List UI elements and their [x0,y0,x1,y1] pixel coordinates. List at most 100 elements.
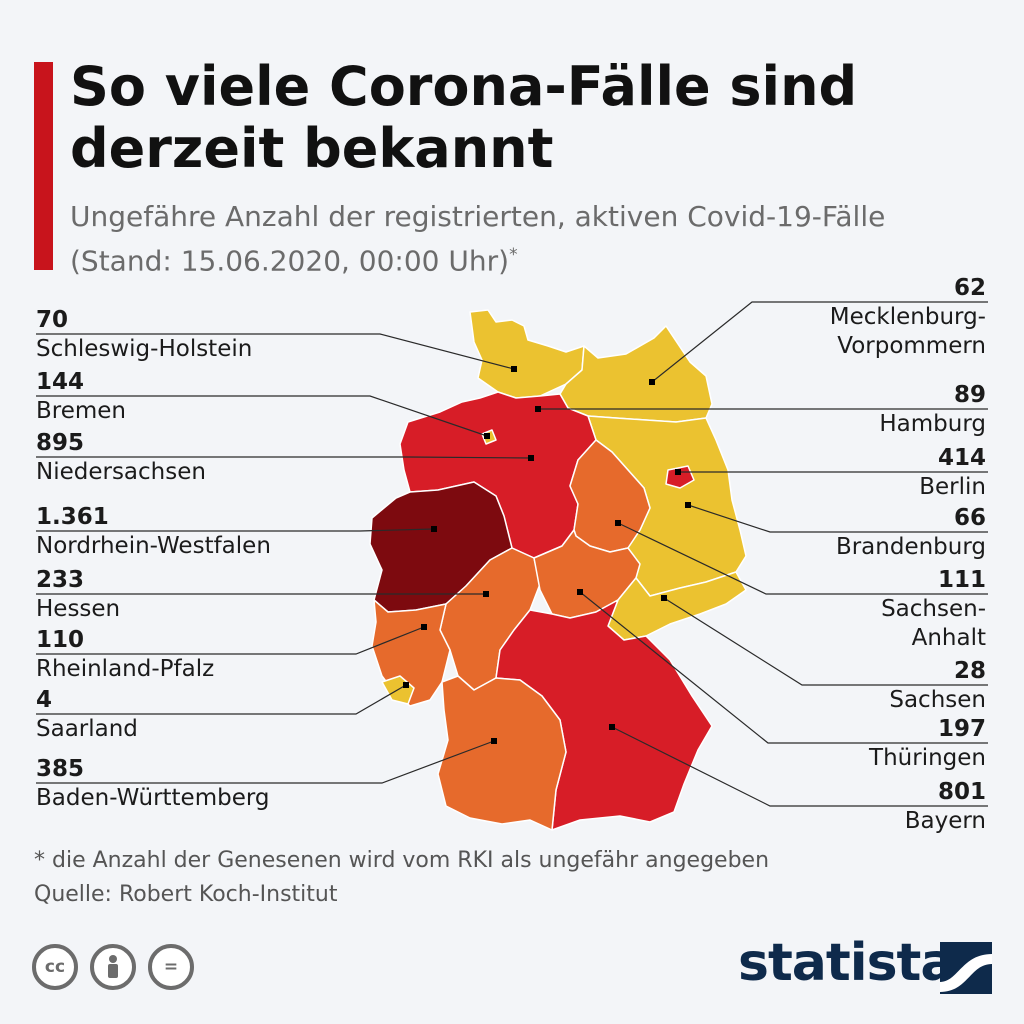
label-bremen: 144 Bremen [36,368,366,426]
value-baden-wuerttemberg: 385 [36,756,85,782]
source: Quelle: Robert Koch-Institut [34,882,338,907]
leader-line-sachsen-anhalt [617,522,988,595]
label-mecklenburg-vorpommern: 62 Mecklenburg- Vorpommern [726,274,986,361]
creative-commons-text: cc [44,957,66,977]
value-mecklenburg-vorpommern: 62 [953,275,986,301]
leader-line-saarland [36,684,407,715]
marker-baden-wuerttemberg [491,738,497,744]
leader-line-schleswig-holstein [36,333,515,370]
marker-hessen [483,591,489,597]
marker-sachsen [661,595,667,601]
name-thueringen: Thüringen [869,745,986,771]
value-thueringen: 197 [937,716,986,742]
leader-line-baden-wuerttemberg [36,740,495,784]
name-baden-wuerttemberg: Baden-Württemberg [36,785,270,811]
label-saarland: 4 Saarland [36,686,366,744]
name-hessen: Hessen [36,596,121,622]
label-sachsen: 28 Sachsen [726,657,986,715]
creative-commons-icon[interactable]: cc [32,944,78,990]
marker-rheinland-pfalz [421,624,427,630]
marker-sachsen-anhalt [615,520,621,526]
name-rheinland-pfalz: Rheinland-Pfalz [36,656,215,682]
value-berlin: 414 [937,445,986,471]
label-sachsen-anhalt: 111 Sachsen- Anhalt [726,566,986,653]
state-mecklenburg-vorpommern [559,325,713,423]
footnote: * die Anzahl der Genesenen wird vom RKI … [34,848,770,873]
leader-line-sachsen [663,597,988,686]
state-baden-wuerttemberg [437,675,567,831]
person-icon [108,955,118,978]
marker-mecklenburg-vorpommern [649,379,655,385]
chart-subtitle: Ungefähre Anzahl der registrierten, akti… [70,198,990,280]
name-sachsen-anhalt-line-2: Anhalt [911,625,986,651]
value-saarland: 4 [36,687,53,713]
leader-lines [36,301,988,807]
subtitle-text: Ungefähre Anzahl der registrierten, akti… [70,200,886,278]
marker-berlin [675,469,681,475]
name-brandenburg: Brandenburg [835,534,986,560]
label-baden-wuerttemberg: 385 Baden-Württemberg [36,755,366,813]
name-mecklenburg-vorpommern-line-1: Mecklenburg- [829,304,986,330]
value-niedersachsen: 895 [36,430,85,456]
chart-title: So viele Corona-Fälle sind derzeit bekan… [70,55,858,180]
value-bremen: 144 [36,369,85,395]
label-niedersachsen: 895 Niedersachsen [36,429,366,487]
value-schleswig-holstein: 70 [36,307,69,333]
value-nordrhein-westfalen: 1.361 [36,504,109,530]
value-rheinland-pfalz: 110 [36,627,85,653]
name-hamburg: Hamburg [879,411,986,437]
label-bayern: 801 Bayern [726,778,986,836]
marker-bayern [609,724,615,730]
marker-bremen [484,433,490,439]
value-hamburg: 89 [953,382,986,408]
leader-line-thueringen [579,591,988,744]
name-schleswig-holstein: Schleswig-Holstein [36,336,253,362]
label-nordrhein-westfalen: 1.361 Nordrhein-Westfalen [36,503,366,561]
statista-mark-icon [940,942,992,994]
name-bayern: Bayern [904,808,986,834]
marker-hamburg [535,406,541,412]
name-mecklenburg-vorpommern-line-2: Vorpommern [837,333,986,359]
value-brandenburg: 66 [953,505,986,531]
leader-line-niedersachsen [36,456,532,459]
marker-niedersachsen [528,455,534,461]
leader-line-mecklenburg-vorpommern [651,301,988,383]
leader-line-bremen [36,395,488,437]
marker-brandenburg [685,502,691,508]
state-markers [403,366,691,744]
leader-line-bayern [611,726,988,807]
label-hessen: 233 Hessen [36,566,366,624]
value-hessen: 233 [36,567,85,593]
license-icons: cc = [32,944,194,990]
no-derivatives-text: = [163,957,179,977]
name-saarland: Saarland [36,716,138,742]
statista-logo[interactable]: statista [738,928,998,998]
name-sachsen: Sachsen [889,687,986,713]
value-sachsen: 28 [953,658,986,684]
label-schleswig-holstein: 70 Schleswig-Holstein [36,306,366,364]
leader-line-nordrhein-westfalen [36,528,435,532]
leader-line-brandenburg [687,504,988,533]
no-derivatives-icon[interactable]: = [148,944,194,990]
name-sachsen-anhalt-line-1: Sachsen- [881,596,986,622]
value-sachsen-anhalt: 111 [937,567,986,593]
attribution-icon[interactable] [90,944,136,990]
name-niedersachsen: Niedersachsen [36,459,206,485]
value-bayern: 801 [937,779,986,805]
label-brandenburg: 66 Brandenburg [726,504,986,562]
brand-name: statista [738,933,955,993]
accent-bar [34,62,53,270]
marker-schleswig-holstein [511,366,517,372]
marker-saarland [403,682,409,688]
name-nordrhein-westfalen: Nordrhein-Westfalen [36,533,271,559]
label-hamburg: 89 Hamburg [726,381,986,439]
leader-line-rheinland-pfalz [36,626,425,655]
name-bremen: Bremen [36,398,127,424]
state-shapes [369,309,747,831]
label-berlin: 414 Berlin [726,444,986,502]
name-berlin: Berlin [919,474,986,500]
label-thueringen: 197 Thüringen [726,715,986,773]
label-rheinland-pfalz: 110 Rheinland-Pfalz [36,626,366,684]
marker-nordrhein-westfalen [431,526,437,532]
